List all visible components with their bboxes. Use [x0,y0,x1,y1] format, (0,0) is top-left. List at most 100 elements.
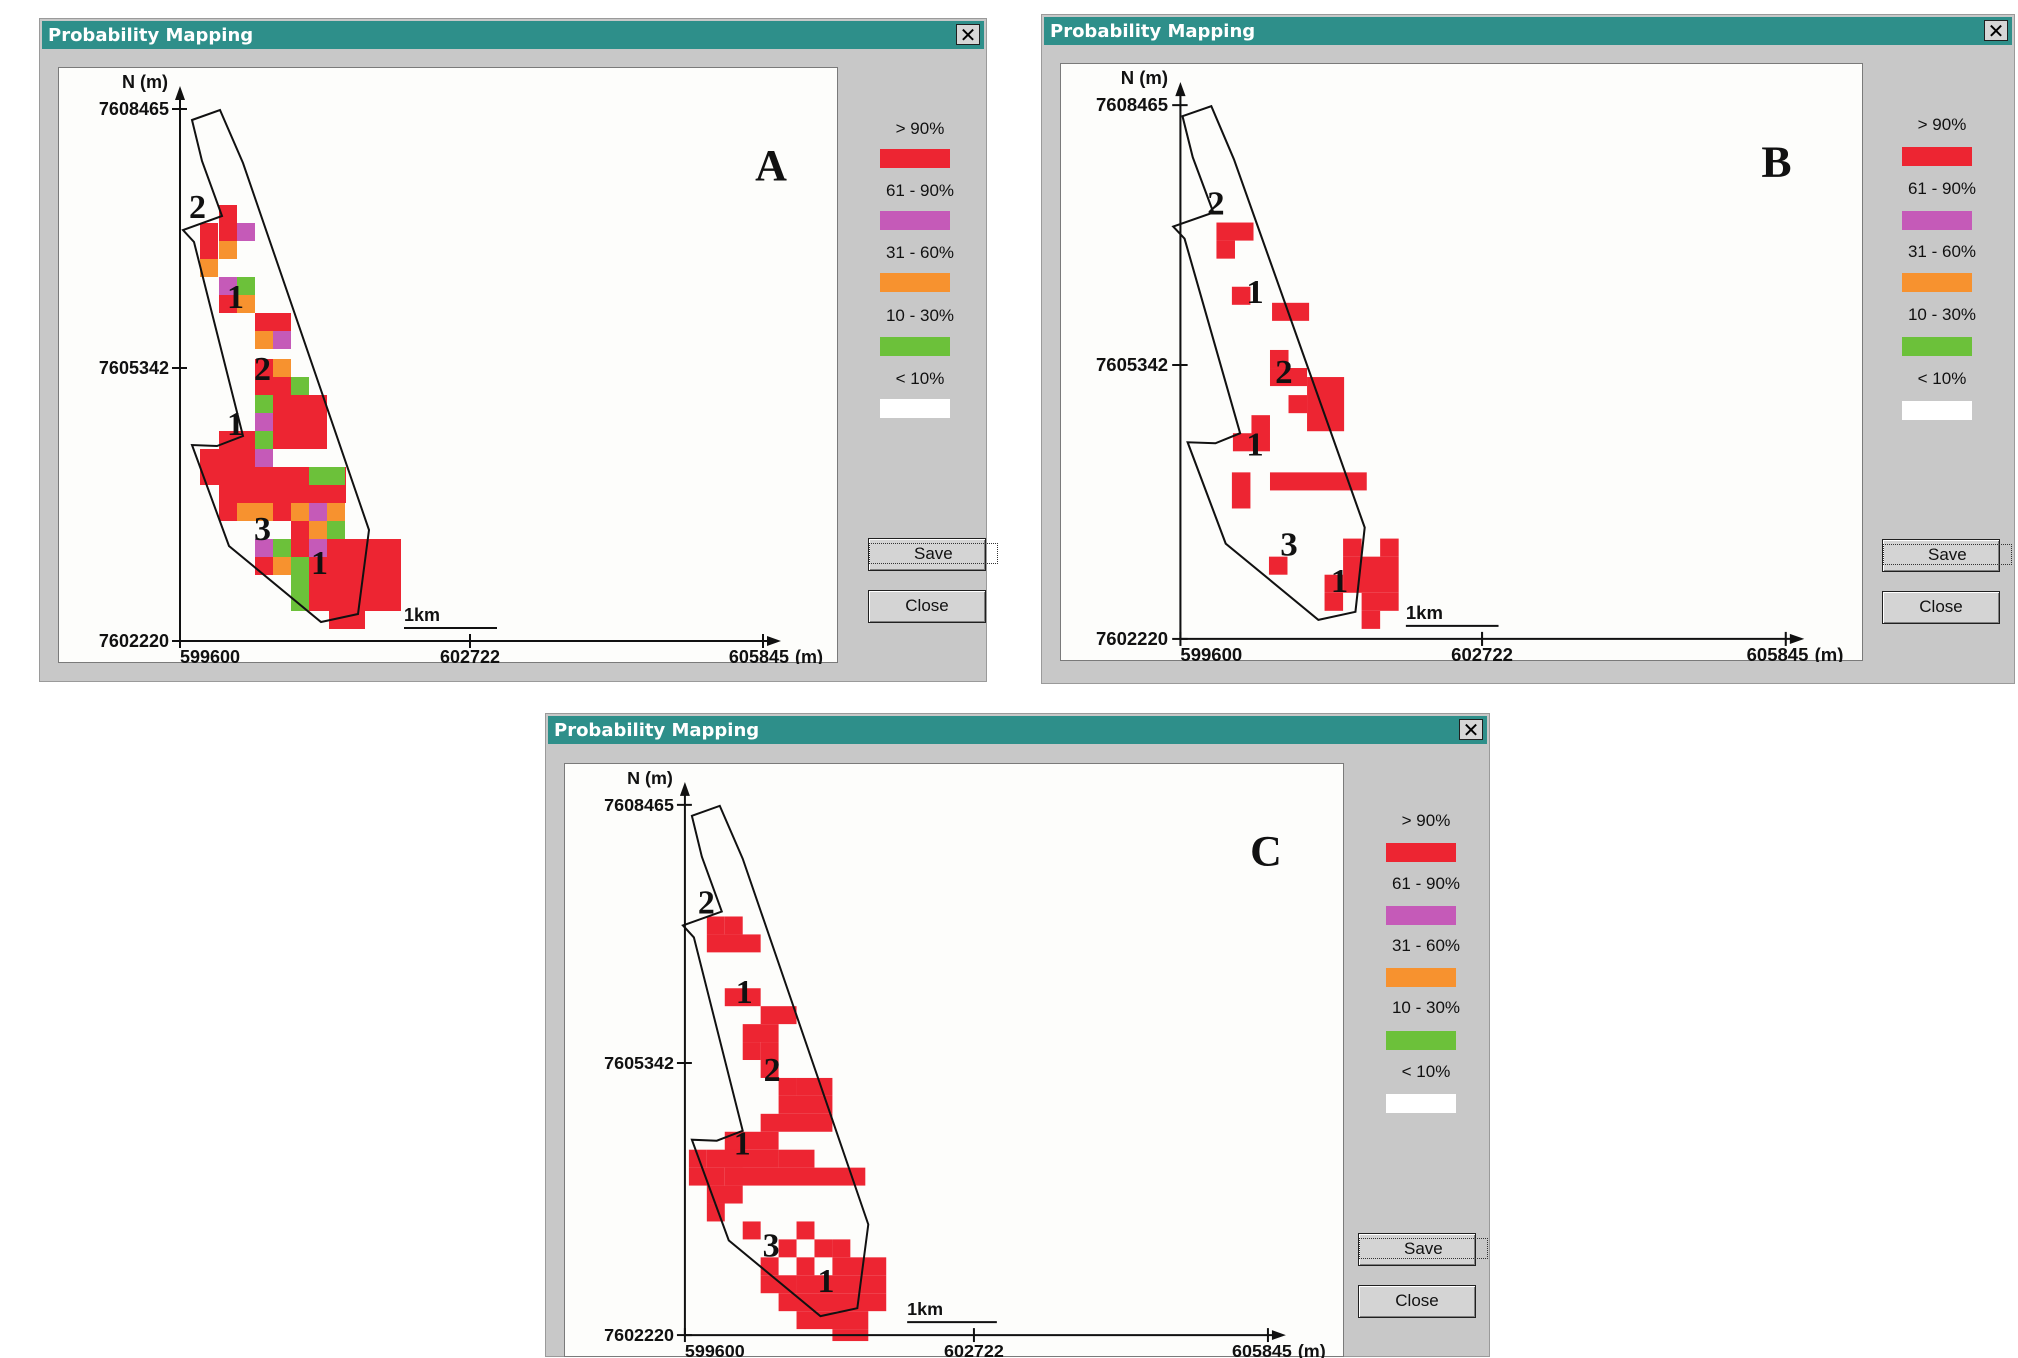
cell [814,1239,833,1258]
cell [219,431,255,449]
zone-labels: 2 1 2 1 3 1 [1207,185,1348,600]
scale-bar-label: 1km [907,1299,943,1319]
legend-label: 31 - 60% [1907,242,1977,261]
cell [778,1239,797,1258]
cell [309,557,401,575]
cell [1269,349,1289,369]
cell [1231,472,1251,509]
zone-label: 2 [189,189,206,226]
probability-mapping-window-a: Probability Mapping ✕ [39,18,998,682]
x-tick-label: 605845 [1232,1341,1292,1358]
cell [742,1221,761,1240]
cell [760,1006,797,1025]
save-button[interactable]: Save [1882,539,2012,572]
cell [255,431,273,449]
cell [778,1095,833,1114]
zone-label: 2 [1207,185,1225,223]
x-axis-unit: (m) [795,647,823,664]
cell [724,916,743,935]
legend-label: > 90% [1401,811,1451,830]
cell [219,205,237,223]
cell [309,521,327,539]
cell [706,916,725,935]
probability-mapping-window-c: Probability Mapping ✕ [545,713,1490,1358]
cell [1251,415,1270,452]
cell [309,575,401,611]
cell [706,1185,743,1204]
cell [760,1275,797,1294]
cell [273,377,291,395]
cell [237,277,255,295]
legend-label: < 10% [895,369,945,388]
site-boundary [681,804,870,1318]
cell [200,223,218,241]
close-button[interactable]: Close [1358,1285,1476,1318]
cell [706,934,761,953]
close-window-button[interactable]: ✕ [956,24,980,46]
cell [832,1239,851,1258]
cell [796,1221,815,1240]
legend-swatch-gt90 [880,149,950,168]
cell [327,503,345,521]
title-bar[interactable]: Probability Mapping ✕ [548,716,1487,744]
close-window-button[interactable]: ✕ [1984,20,2008,42]
cell [327,539,401,557]
title-bar[interactable]: Probability Mapping ✕ [42,21,984,49]
cell [688,1167,725,1186]
save-button[interactable]: Save [868,538,998,571]
legend-swatch-10-30 [1386,1031,1456,1050]
close-button[interactable]: Close [868,590,986,623]
legend-swatch-10-30 [880,337,950,356]
cell [1343,556,1399,593]
cell [219,485,346,503]
axes [1172,82,1805,646]
cell [796,1257,815,1276]
x-tick-label: 599600 [685,1341,745,1358]
zone-label: 2 [764,1052,781,1089]
zone-label: 1 [1331,562,1349,600]
site-boundary [1171,104,1366,621]
cell [706,1149,779,1168]
probability-cells [200,205,401,629]
probability-cells [688,916,887,1342]
cell [1324,592,1344,611]
legend-label: 61 - 90% [1907,179,1977,198]
legend-swatch-gt90 [1386,843,1456,862]
panel-label: A [755,141,787,190]
close-button[interactable]: Close [1882,591,2000,624]
y-axis-label: N (m) [627,768,673,788]
cell [273,395,327,449]
cell [273,313,291,331]
legend-label: > 90% [1917,115,1967,134]
y-axis-arrow [679,781,690,796]
legend-label: 61 - 90% [1391,874,1461,893]
cell [255,359,273,377]
zone-label: 1 [817,1263,834,1300]
cell [778,1149,815,1168]
cell [1232,433,1252,452]
y-tick-label: 7608465 [99,99,169,119]
cell [760,1042,779,1078]
cell [778,1077,797,1096]
legend-swatch-lt10 [1902,401,1972,420]
zone-label: 2 [1275,353,1293,391]
legend-label: 10 - 30% [885,306,955,325]
x-tick-label: 599600 [180,647,240,664]
title-bar[interactable]: Probability Mapping ✕ [1044,17,2012,45]
cell [237,295,255,313]
close-window-button[interactable]: ✕ [1459,719,1483,741]
cell [1272,302,1310,321]
cell [1231,286,1251,305]
legend-swatch-31-60 [1902,273,1972,292]
cell [255,395,273,413]
legend-swatch-31-60 [1386,968,1456,987]
zone-label: 1 [311,545,328,582]
axes [676,781,1286,1343]
y-tick-label: 7602220 [604,1325,674,1345]
y-axis-label: N (m) [122,72,168,92]
save-button-label: Save [1359,1238,1488,1259]
save-button[interactable]: Save [1358,1233,1488,1266]
map-plot: 2 1 2 1 3 1 N (m) [58,67,838,664]
zone-label: 3 [763,1227,780,1264]
x-axis-arrow [1789,633,1805,644]
